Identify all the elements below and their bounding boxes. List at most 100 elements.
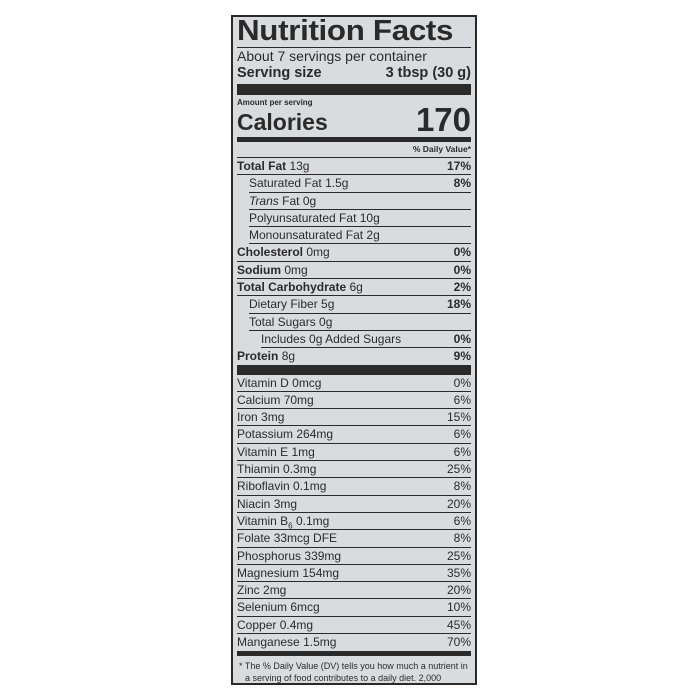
vitamin-amount: 3mg bbox=[261, 410, 285, 425]
nutrient-row: Total Sugars 0g bbox=[249, 314, 471, 331]
nutrient-name: Trans bbox=[249, 193, 279, 208]
nutrient-amount: 0g bbox=[319, 314, 333, 329]
vitamin-name: Selenium bbox=[237, 600, 288, 615]
nutrient-name: Saturated Fat bbox=[249, 176, 322, 191]
serving-size: Serving size 3 tbsp (30 g) bbox=[237, 65, 471, 82]
nutrient-label: Dietary Fiber 5g bbox=[249, 296, 334, 312]
vitamin-row: Calcium 70mg 6% bbox=[237, 392, 471, 410]
nutrient-daily-value: 0% bbox=[453, 262, 471, 277]
nutrient-name: Total Fat bbox=[237, 159, 287, 173]
vitamin-label: Phosphorus 339mg bbox=[237, 548, 341, 564]
vitamin-label: Folate 33mcg DFE bbox=[237, 530, 337, 546]
nutrient-amount: 6g bbox=[349, 280, 363, 295]
nutrient-row: Dietary Fiber 5g 18% bbox=[249, 296, 471, 314]
vitamin-row: Iron 3mg 15% bbox=[237, 409, 471, 427]
nutrient-label: Sodium 0mg bbox=[237, 262, 308, 278]
vitamin-row: Selenium 6mcg 10% bbox=[237, 599, 471, 617]
nutrient-amount: 10g bbox=[359, 210, 380, 225]
vitamin-row: Thiamin 0.3mg 25% bbox=[237, 461, 471, 479]
vitamin-label: Potassium 264mg bbox=[237, 426, 333, 442]
vitamin-amount: 0.4mg bbox=[279, 617, 314, 632]
nutrient-label: Cholesterol 0mg bbox=[237, 244, 330, 260]
nutrient-row: Monounsaturated Fat 2g bbox=[249, 227, 471, 245]
vitamin-label: Vitamin E 1mg bbox=[237, 444, 315, 460]
nutrient-name: Polyunsaturated Fat bbox=[249, 210, 357, 225]
vitamin-subscript: 6 bbox=[288, 521, 293, 531]
vitamin-amount: 0mcg bbox=[292, 375, 322, 390]
serving-size-value: 3 tbsp (30 g) bbox=[385, 65, 471, 81]
vitamin-daily-value: 25% bbox=[446, 462, 471, 477]
nutrient-row: Cholesterol 0mg 0% bbox=[237, 244, 471, 262]
vitamin-row: Magnesium 154mg 35% bbox=[237, 565, 471, 583]
vitamin-name: Copper bbox=[237, 617, 277, 632]
vitamin-amount: 1.5mg bbox=[303, 635, 337, 650]
vitamin-daily-value: 6% bbox=[453, 427, 471, 442]
nutrient-daily-value: 8% bbox=[453, 176, 471, 191]
vitamin-label: Iron 3mg bbox=[237, 409, 284, 425]
divider-thick bbox=[237, 364, 471, 375]
nutrient-row: Sodium 0mg 0% bbox=[237, 262, 471, 280]
vitamin-label: Thiamin 0.3mg bbox=[237, 461, 316, 477]
vitamin-name: Niacin bbox=[237, 496, 271, 511]
nutrient-amount: 2g bbox=[366, 228, 380, 243]
nutrient-amount: 0mg bbox=[284, 262, 308, 277]
vitamin-row: Zinc 2mg 20% bbox=[237, 582, 471, 600]
vitamin-name: Vitamin B bbox=[237, 513, 289, 528]
divider-medium bbox=[237, 651, 471, 657]
vitamin-daily-value: 20% bbox=[446, 496, 471, 511]
nutrient-label: Total Fat 13g bbox=[237, 158, 309, 174]
vitamin-label: Zinc 2mg bbox=[237, 582, 286, 598]
calories-value: 170 bbox=[415, 101, 471, 138]
vitamin-name: Iron bbox=[237, 410, 258, 425]
vitamin-row: Vitamin D 0mcg 0% bbox=[237, 375, 471, 392]
vitamin-row: Folate 33mcg DFE 8% bbox=[237, 530, 471, 548]
nutrient-daily-value: 17% bbox=[446, 159, 471, 173]
vitamin-daily-value: 6% bbox=[453, 444, 471, 459]
vitamin-daily-value: 6% bbox=[453, 513, 471, 528]
vitamin-amount: 1mg bbox=[291, 444, 315, 459]
vitamin-amount: 70mg bbox=[283, 392, 314, 407]
vitamin-label: Selenium 6mcg bbox=[237, 599, 320, 615]
vitamin-row: Vitamin B6 0.1mg 6% bbox=[237, 513, 471, 530]
nutrient-label: Total Carbohydrate 6g bbox=[237, 279, 363, 295]
vitamin-amount: 0.1mg bbox=[295, 513, 330, 528]
vitamin-name: Potassium bbox=[237, 427, 294, 442]
nutrient-name: Includes bbox=[261, 331, 306, 346]
vitamin-name: Folate bbox=[237, 531, 271, 546]
nutrient-amount: 0g Added Sugars bbox=[309, 331, 402, 346]
nutrient-daily-value: 9% bbox=[453, 349, 471, 364]
nutrient-amount: 8g bbox=[281, 349, 296, 364]
vitamin-row: Riboflavin 0.1mg 8% bbox=[237, 478, 471, 496]
daily-value-header: % Daily Value* bbox=[237, 142, 471, 158]
calories-row: Calories 170 bbox=[237, 101, 471, 138]
vitamin-amount: 264mg bbox=[296, 427, 334, 442]
vitamin-daily-value: 0% bbox=[453, 375, 471, 390]
vitamin-daily-value: 6% bbox=[453, 392, 471, 407]
vitamin-name: Phosphorus bbox=[237, 548, 302, 563]
vitamin-name: Vitamin E bbox=[237, 444, 289, 459]
servings-per-container: About 7 servings per container bbox=[237, 47, 471, 65]
nutrient-row: Polyunsaturated Fat 10g bbox=[249, 210, 471, 228]
nutrient-amount: 0g bbox=[302, 193, 317, 208]
vitamin-name: Calcium bbox=[237, 392, 281, 407]
nutrient-label: Total Sugars 0g bbox=[249, 314, 332, 330]
vitamin-label: Vitamin D 0mcg bbox=[237, 375, 321, 391]
nutrient-name: Cholesterol bbox=[237, 245, 304, 260]
nutrient-name: Total Sugars bbox=[249, 314, 316, 329]
vitamin-daily-value: 20% bbox=[446, 583, 471, 598]
footnote: * The % Daily Value (DV) tells you how m… bbox=[239, 661, 468, 684]
vitamin-daily-value: 25% bbox=[446, 548, 471, 563]
nutrient-amount: 1.5g bbox=[325, 176, 349, 191]
amount-per-serving: Amount per serving bbox=[237, 98, 313, 107]
vitamin-daily-value: 8% bbox=[453, 479, 471, 494]
vitamin-amount: 339mg bbox=[304, 548, 342, 563]
vitamin-row: Manganese 1.5mg 70% bbox=[237, 634, 471, 650]
nutrient-row: Total Fat 13g 17% bbox=[237, 158, 471, 176]
nutrient-row: Saturated Fat 1.5g 8% bbox=[249, 175, 471, 193]
vitamin-daily-value: 15% bbox=[446, 410, 471, 425]
vitamin-label: Niacin 3mg bbox=[237, 496, 297, 512]
nutrient-name: Monounsaturated Fat bbox=[249, 228, 364, 243]
vitamin-name: Magnesium bbox=[237, 565, 300, 580]
vitamin-row: Phosphorus 339mg 25% bbox=[237, 548, 471, 565]
vitamin-daily-value: 70% bbox=[446, 635, 471, 650]
